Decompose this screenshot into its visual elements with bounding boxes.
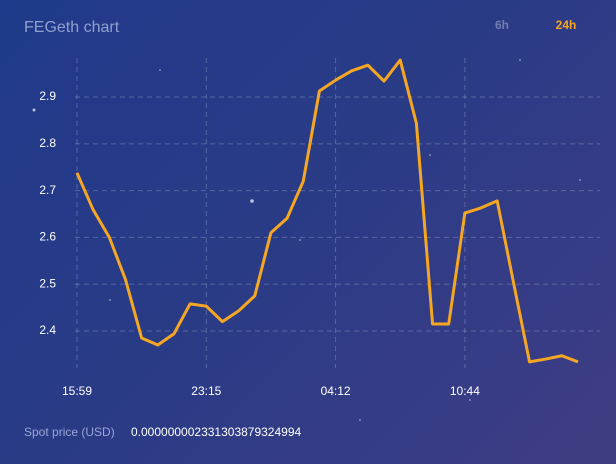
range-button[interactable]: 6h bbox=[495, 18, 509, 32]
line-series bbox=[75, 58, 579, 364]
y-tick-label: 2.6 bbox=[39, 230, 56, 244]
x-tick-label: 04:12 bbox=[321, 384, 351, 398]
y-tick-label: 2.4 bbox=[39, 323, 56, 337]
footer-value: 0.000000002331303879324994 bbox=[131, 425, 302, 439]
y-tick-label: 2.7 bbox=[39, 183, 56, 197]
y-tick-label: 2.5 bbox=[39, 276, 56, 290]
chart-title: FEGeth chart bbox=[24, 19, 120, 36]
range-button[interactable]: 24h bbox=[556, 18, 577, 32]
x-tick-label: 23:15 bbox=[191, 384, 221, 398]
stars bbox=[32, 59, 581, 421]
x-tick-label: 15:59 bbox=[62, 384, 92, 398]
footer-label: Spot price (USD) bbox=[24, 425, 115, 439]
y-tick-label: 2.8 bbox=[39, 136, 56, 150]
y-tick-label: 2.9 bbox=[39, 89, 56, 103]
x-tick-label: 10:44 bbox=[450, 384, 480, 398]
